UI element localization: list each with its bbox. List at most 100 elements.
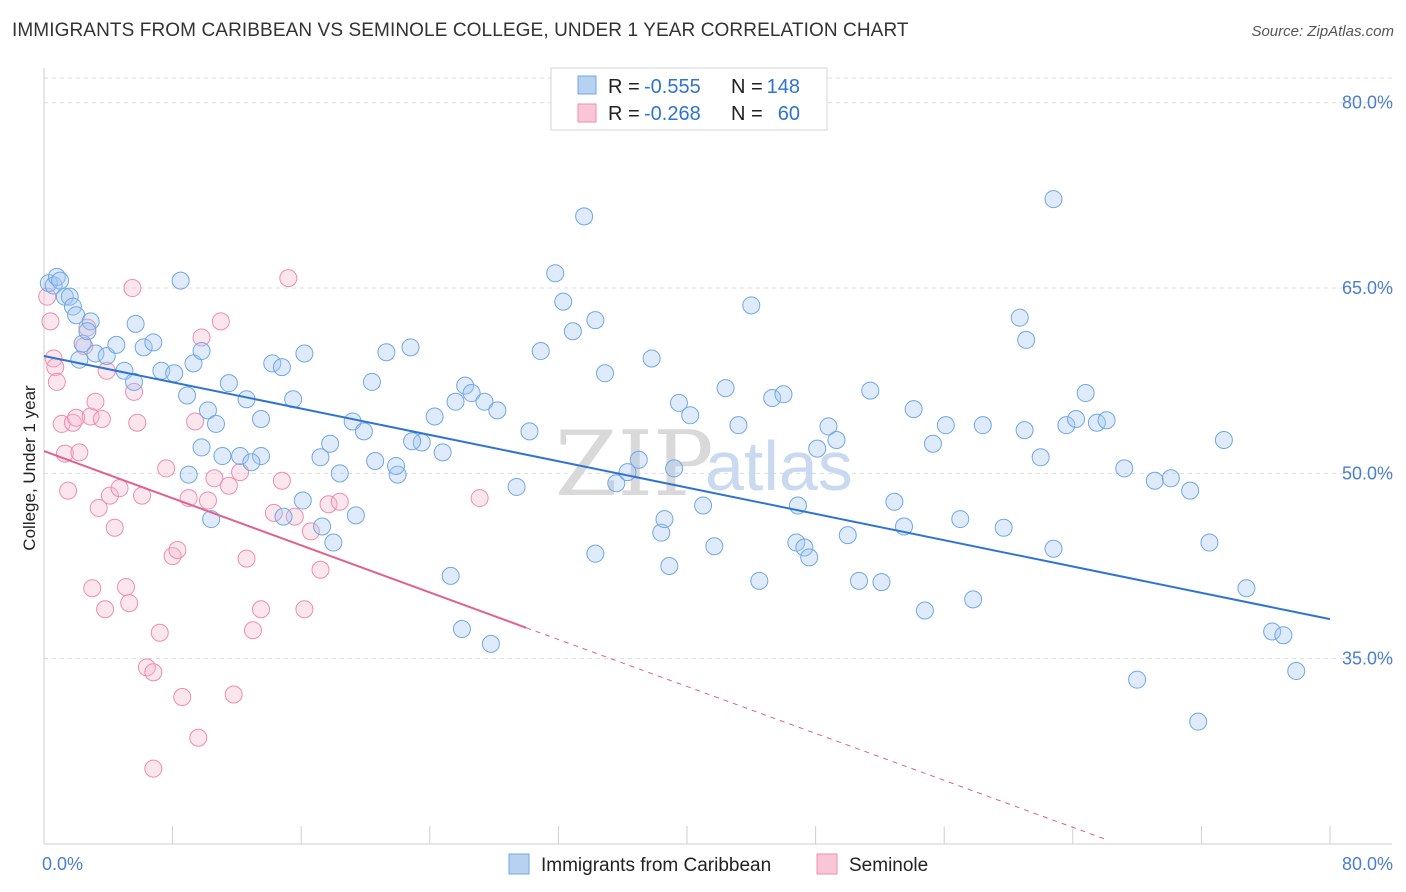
caribbean-point — [1076, 384, 1095, 403]
caribbean-point — [295, 344, 314, 363]
caribbean-point — [346, 506, 365, 525]
caribbean-point — [366, 452, 385, 470]
caribbean-point — [51, 271, 70, 290]
seminole-point — [192, 328, 211, 347]
caribbean-point — [1031, 448, 1050, 467]
caribbean-point — [795, 538, 814, 557]
seminole-point — [198, 491, 217, 510]
caribbean-point — [763, 388, 782, 407]
caribbean-trend-line — [43, 355, 1331, 621]
caribbean-point — [165, 364, 184, 383]
caribbean-point — [1161, 469, 1180, 488]
caribbean-point — [231, 447, 250, 466]
caribbean-point — [642, 349, 661, 368]
legend-r-value-2: -0.268 — [644, 103, 701, 125]
seminole-point — [279, 269, 298, 288]
caribbean-point — [1067, 409, 1086, 428]
legend-r-label-2: R = — [608, 103, 640, 125]
caribbean-point — [1181, 481, 1200, 500]
caribbean-point — [750, 571, 769, 590]
bottom-legend-swatch-pink — [816, 853, 838, 875]
seminole-point — [150, 623, 169, 642]
caribbean-point — [272, 358, 291, 377]
caribbean-point — [531, 342, 550, 361]
caribbean-point — [274, 507, 293, 526]
caribbean-point — [219, 374, 238, 393]
legend-n-label-1: N = — [731, 76, 763, 98]
y-tick-label: 35.0% — [1342, 649, 1393, 669]
caribbean-point — [1057, 416, 1076, 435]
caribbean-point — [1128, 670, 1147, 689]
caribbean-point — [716, 379, 735, 398]
caribbean-point — [681, 406, 700, 425]
caribbean-point — [923, 434, 942, 453]
chart-title: IMMIGRANTS FROM CARIBBEAN VS SEMINOLE CO… — [12, 20, 909, 41]
y-tick-label: 80.0% — [1342, 93, 1393, 113]
caribbean-point — [1145, 471, 1164, 490]
legend-swatch-pink — [577, 103, 597, 123]
caribbean-point — [330, 464, 349, 483]
caribbean-point — [134, 338, 153, 357]
caribbean-point — [1010, 308, 1029, 327]
caribbean-point — [213, 447, 232, 466]
caribbean-point — [1274, 626, 1293, 645]
gridlines — [44, 77, 1392, 660]
seminole-point — [319, 495, 338, 514]
caribbean-point — [403, 432, 422, 451]
legend-box: R = -0.555 N = 148 R = -0.268 N = 60 — [550, 67, 828, 131]
seminole-point — [243, 621, 262, 640]
seminole-points — [38, 269, 489, 778]
x-tick-label-right: 80.0% — [1342, 854, 1393, 874]
caribbean-point — [107, 335, 126, 354]
caribbean-point — [1237, 579, 1256, 598]
caribbean-point — [446, 392, 465, 411]
seminole-point — [144, 663, 163, 682]
seminole-point — [46, 358, 65, 377]
watermark-zip: ZIP — [555, 412, 714, 517]
seminole-point — [205, 469, 224, 488]
caribbean-point — [850, 571, 869, 590]
caribbean-point — [586, 311, 605, 330]
caribbean-point — [586, 544, 605, 563]
caribbean-point — [171, 271, 190, 290]
caribbean-point — [313, 517, 332, 536]
seminole-point — [252, 600, 271, 619]
caribbean-point — [1015, 421, 1034, 440]
caribbean-point — [377, 343, 396, 362]
caribbean-point — [607, 474, 626, 493]
seminole-point — [186, 412, 205, 431]
caribbean-point — [178, 386, 197, 405]
caribbean-point — [861, 381, 880, 400]
caribbean-point — [1097, 411, 1116, 430]
caribbean-point — [655, 510, 674, 529]
caribbean-point — [838, 526, 857, 545]
seminole-point — [67, 408, 86, 427]
caribbean-point — [207, 414, 226, 433]
caribbean-point — [263, 354, 282, 373]
x-tick-label-left: 0.0% — [42, 854, 83, 874]
seminole-point — [173, 687, 192, 706]
caribbean-point — [70, 350, 89, 369]
bottom-legend: Immigrants from Caribbean Seminole — [508, 853, 928, 876]
caribbean-point — [475, 392, 494, 411]
seminole-point — [100, 486, 119, 505]
caribbean-point — [324, 533, 343, 552]
caribbean-point — [144, 333, 163, 352]
seminole-point — [63, 413, 82, 432]
caribbean-point — [1214, 430, 1233, 449]
bottom-legend-label-2: Seminole — [849, 855, 928, 876]
caribbean-point — [425, 407, 444, 426]
caribbean-point — [198, 401, 217, 420]
caribbean-point — [563, 322, 582, 341]
caribbean-point — [575, 207, 594, 226]
bottom-legend-swatch-blue — [508, 853, 530, 875]
caribbean-point — [401, 338, 420, 357]
caribbean-point — [252, 409, 271, 428]
seminole-point — [330, 492, 349, 511]
caribbean-point — [441, 566, 460, 585]
caribbean-point — [462, 384, 481, 403]
caribbean-point — [362, 372, 381, 391]
seminole-point — [272, 471, 291, 490]
seminole-trend-extension — [526, 627, 1106, 840]
